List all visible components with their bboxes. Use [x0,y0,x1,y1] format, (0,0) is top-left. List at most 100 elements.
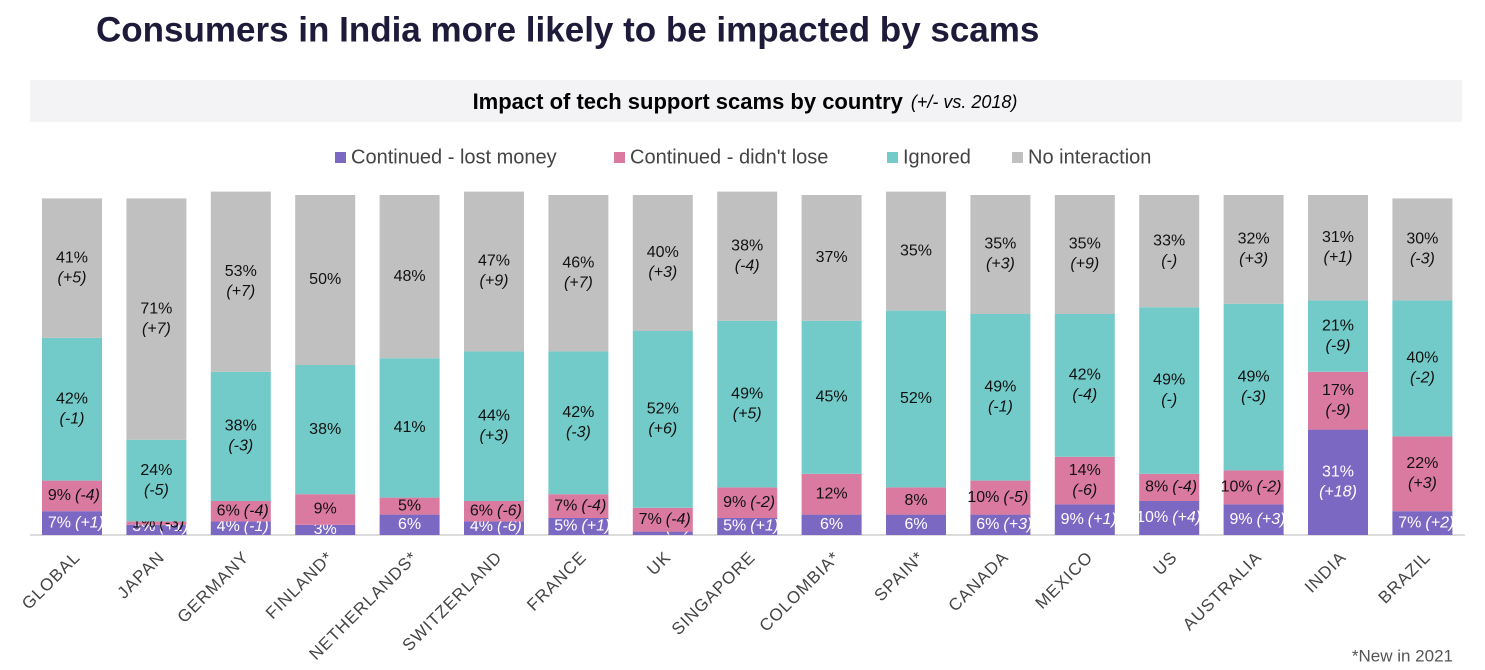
bar-segment [1139,501,1200,535]
bar-segment [548,518,609,535]
bar-segment [1223,504,1284,535]
change-label: (-2) [750,494,775,511]
change-label: (-3) [1241,388,1266,405]
bar-segment [886,310,946,488]
bar-segment [1308,371,1368,430]
change-label: (+1) [75,514,104,531]
bar-segment [1054,195,1115,314]
bar-segment [1392,511,1453,535]
change-label: (-3) [1410,251,1435,268]
legend-label: Ignored [903,146,971,168]
value-label: 38% [309,421,341,438]
value-label: 7% [1398,514,1421,531]
value-label: 9% [723,494,746,511]
x-tick-label: CANADA [945,548,1013,616]
value-label: 52% [647,401,679,418]
change-label: (-9) [1326,337,1351,354]
value-label: 12% [816,485,848,502]
value-label: 6% [904,516,927,533]
change-label: (+7) [226,283,255,300]
bar-segment [1139,307,1200,474]
x-tick-label: FINLAND* [262,548,337,623]
bar-segment [1223,470,1284,505]
x-tick-label: GERMANY [174,548,253,627]
change-label: (-5) [144,482,169,499]
bar-segment [717,320,778,488]
change-label: (-) [1161,252,1177,269]
bar-segment [970,480,1031,515]
bar-segment [548,351,609,495]
change-label: (-6) [1072,482,1097,499]
value-label: 7% [48,514,71,531]
bar-segment [295,524,356,535]
value-label: 6% [470,502,493,519]
bar-segment [886,191,946,311]
value-label: 4% [217,518,240,535]
bar-segment [717,518,778,535]
legend-label: Continued - didn't lose [630,146,828,168]
bar-segment [210,371,271,501]
change-label: (-2) [1410,370,1435,387]
bar-segment [632,507,693,532]
change-label: (+3) [1239,251,1268,268]
bar-segment [42,511,102,535]
change-label: (+9) [1070,256,1099,273]
change-label: (+3) [648,264,677,281]
change-label: (-9) [1326,402,1351,419]
value-label: 6% [976,516,999,533]
change-label: (+3) [480,427,509,444]
value-label: 24% [140,462,172,479]
change-label: (-) [1161,392,1177,409]
legend-swatch [887,152,898,163]
x-tick-label: GLOBAL [18,548,84,614]
bar-segment [1308,300,1368,372]
value-label: 47% [478,253,510,270]
bar-segment [464,351,524,501]
change-label: (-1) [244,518,269,535]
legend-swatch [614,152,625,163]
value-label: 42% [56,390,88,407]
value-label: 8% [904,492,927,509]
change-label: (-6) [497,502,522,519]
change-label: (-6) [497,518,522,535]
value-label: 8% [1145,479,1168,496]
x-tick-label: UK [643,548,675,580]
bar-segment [210,191,271,372]
x-tick-label: US [1150,548,1182,580]
bar-segment [379,514,440,535]
value-label: 40% [1406,350,1438,367]
bar-segment [548,195,609,352]
bar-segment [42,198,102,338]
change-label: (+18) [1319,484,1357,501]
value-label: 35% [984,236,1016,253]
x-tick-label: JAPAN [114,548,169,603]
change-label: (-4) [581,497,606,514]
value-label: 5% [398,497,421,514]
bar-segment [1054,456,1115,505]
change-label: (-4) [1072,387,1097,404]
value-label: 53% [225,263,257,280]
bar-segment [464,521,524,535]
value-label: 21% [1322,317,1354,334]
subtitle-note: (+/- vs. 2018) [911,92,1018,112]
subtitle-main: Impact of tech support scams by country [473,89,904,114]
change-label: (+9) [480,273,509,290]
value-label: 71% [140,300,172,317]
change-label: (-4) [666,511,691,528]
change-label: (-5) [1003,489,1028,506]
value-label: 37% [816,249,848,266]
legend-label: No interaction [1028,146,1151,168]
value-label: 17% [1322,382,1354,399]
value-label: 49% [1153,372,1185,389]
x-tick-label: BRAZIL [1375,548,1435,608]
footnote: *New in 2021 [1352,646,1453,665]
value-label: 9% [48,487,71,504]
change-label: (+2) [1425,514,1454,531]
change-label: (-1) [60,410,85,427]
bar-segment [1223,195,1284,304]
value-label: 22% [1406,455,1438,472]
change-label: (-2) [1257,479,1282,496]
bar-segment [1054,504,1115,535]
chart-title: Consumers in India more likely to be imp… [96,10,1039,49]
value-label: 6% [398,516,421,533]
